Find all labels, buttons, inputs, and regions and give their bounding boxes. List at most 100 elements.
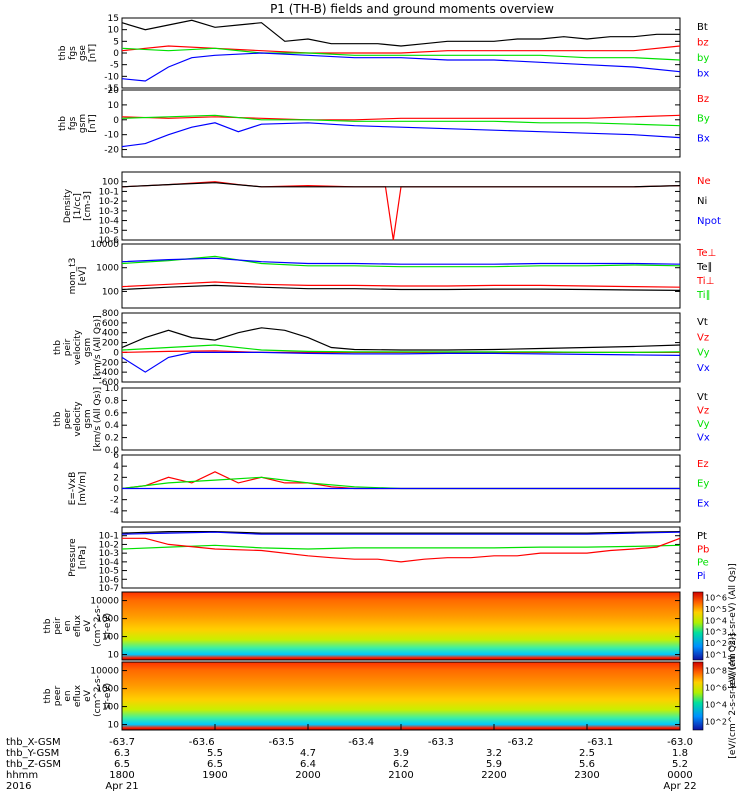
y-tick-label: 5 — [113, 37, 119, 47]
y-tick-label: 100 — [102, 178, 119, 188]
legend-entry: bx — [697, 69, 709, 80]
y-tick-label: 10-5 — [99, 567, 119, 577]
x-axis-value: 5.9 — [486, 759, 502, 770]
legend-entry: Ti∥ — [696, 290, 711, 301]
y-tick-label: 0.2 — [105, 434, 119, 444]
y-tick-label: 10000 — [90, 597, 119, 607]
y-tick-label: 400 — [102, 329, 119, 339]
x-axis-value: 5.2 — [672, 759, 688, 770]
x-axis-value: 1900 — [202, 770, 227, 781]
y-axis-label: gse — [78, 45, 88, 61]
panel-frame — [121, 591, 681, 661]
y-tick-label: 10000 — [90, 240, 119, 250]
y-tick-label: -200 — [99, 358, 120, 368]
y-axis-label: [km/s (All Qs)] — [93, 315, 103, 379]
panel-fgs_gsm: -20 -10 0 10 20 thb fgs gsm [nT] Bz By Bx — [58, 86, 710, 158]
x-axis-value: -63.4 — [348, 737, 374, 748]
y-tick-label: -2 — [110, 496, 119, 506]
y-axis-label: thb — [53, 340, 63, 355]
y-tick-label: -10 — [104, 72, 119, 82]
series-line-Bt — [121, 19, 680, 47]
panel-frame — [121, 89, 681, 158]
colorbar-tick-label: 10^2 — [705, 639, 727, 648]
x-axis-value: -63.0 — [667, 737, 693, 748]
legend-entry: Vt — [697, 392, 708, 403]
colorbar-tick-label: 10^1 — [705, 650, 727, 659]
legend-entry: Bt — [697, 22, 708, 33]
y-axis-label: fgs — [68, 46, 78, 60]
y-axis-label: eV — [83, 689, 93, 702]
x-axis-value: 2200 — [481, 770, 506, 781]
legend-entry: Pb — [697, 544, 709, 555]
panel-frame — [121, 387, 681, 451]
y-tick-label: -10 — [104, 131, 119, 141]
y-axis-label: [mV/m] — [78, 472, 88, 506]
y-tick-label: 1000 — [96, 264, 119, 274]
y-axis-label: eflux — [73, 684, 83, 707]
y-axis-label: peir — [53, 617, 63, 635]
x-axis-row-label: 2016 — [6, 781, 31, 792]
x-axis-value: Apr 22 — [663, 781, 696, 792]
legend-entry: Pe — [697, 558, 709, 569]
series-line-Ti∥ — [121, 255, 681, 268]
y-axis-label: [1/cc] — [73, 193, 83, 219]
legend-entry: bz — [697, 38, 709, 49]
y-tick-label: 100 — [102, 633, 119, 643]
legend-entry: by — [697, 53, 709, 64]
y-tick-label: 10-4 — [99, 217, 120, 227]
series-line-By — [121, 114, 681, 127]
y-axis-label: [eV] — [78, 267, 88, 286]
x-axis-value: -63.5 — [268, 737, 294, 748]
series-line-bz — [121, 45, 681, 54]
colorbar-label: [eV/(cm^2-s-sr-eV) (All Qs)] — [728, 633, 738, 758]
legend-entry: Te⊥ — [696, 248, 716, 259]
y-tick-label: 4 — [113, 462, 119, 472]
y-tick-label: 0 — [113, 348, 119, 358]
y-axis-label: peer — [63, 408, 73, 429]
series-line-Te∥ — [121, 284, 681, 291]
chart-title: P1 (TH-B) fields and ground moments over… — [270, 2, 554, 16]
series-line-Pb — [122, 537, 681, 563]
panel-peer_en_eflux: 10^2 10^4 10^6 10^8 [eV/(cm^2-s-sr-eV) (All … — [43, 633, 738, 758]
panel-fgs_gse: -15 -10-5 0 510 15 thb fgs gse [nT] Bt bz by bx — [58, 14, 709, 94]
series-line-Pe — [121, 544, 681, 550]
legend-entry: Vt — [697, 317, 708, 328]
x-axis-value: 1.8 — [672, 748, 688, 759]
x-axis-value: 6.2 — [393, 759, 409, 770]
y-axis-label: [km/s (All Qs)] — [93, 387, 103, 451]
panel-frame — [121, 243, 681, 309]
y-tick-label: 2 — [113, 473, 119, 483]
colorbar-label: [eV/(cm^2-s-sr-eV) (All Qs)] — [728, 563, 738, 688]
x-axis-value: -63.1 — [587, 737, 613, 748]
x-axis-value: 2100 — [388, 770, 413, 781]
legend-entry: Vz — [697, 406, 709, 417]
y-tick-label: 10-1 — [99, 532, 119, 542]
y-tick-label: 0 — [113, 49, 119, 59]
y-tick-label: 10 — [108, 101, 120, 111]
y-tick-label: 10-3 — [99, 549, 119, 559]
colorbar-peer_en_eflux — [692, 661, 704, 731]
x-axis-value: 6.5 — [207, 759, 223, 770]
y-tick-label: 10-6 — [99, 236, 120, 246]
series-line-Ey — [121, 476, 680, 490]
legend-entry: Ez — [697, 459, 709, 470]
x-axis-row-label: hhmm — [6, 770, 38, 781]
y-tick-label: 10 — [108, 26, 120, 36]
x-axis-value: -63.6 — [189, 737, 215, 748]
y-tick-label: 10-5 — [99, 226, 119, 236]
y-axis-label: eflux — [73, 614, 83, 637]
y-tick-label: 10-2 — [99, 197, 119, 207]
x-axis-value: 6.3 — [114, 748, 130, 759]
series-line-Te⊥ — [121, 281, 681, 288]
x-axis-value: 5.5 — [207, 748, 223, 759]
y-tick-label: 10000 — [90, 667, 119, 677]
y-tick-label: 6 — [113, 451, 119, 461]
y-axis-label: Pressure — [68, 538, 78, 577]
x-axis-value: 4.7 — [300, 748, 316, 759]
legend-entry: Vy — [697, 419, 710, 430]
x-axis-value: 6.4 — [300, 759, 316, 770]
panel-efield: -4-20 246 E=-VxB [mV/m] Ez Ey Ex — [68, 451, 709, 523]
x-axis-value: -63.3 — [428, 737, 454, 748]
